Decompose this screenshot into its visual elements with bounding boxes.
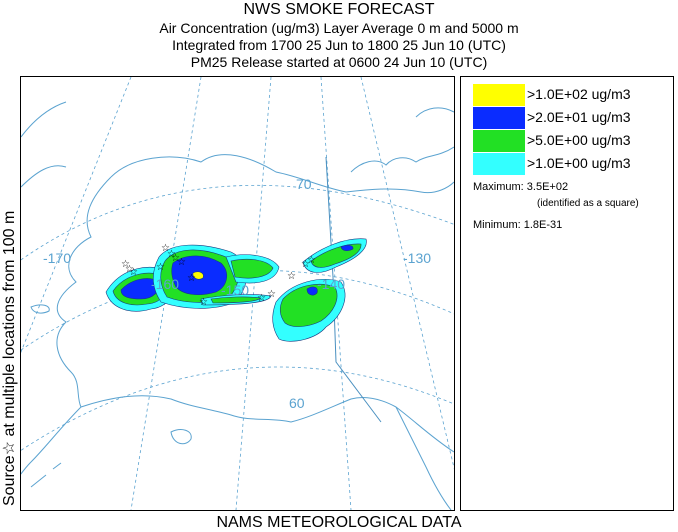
alaska-canada-border bbox=[325, 156, 382, 423]
smoke-forecast-map: ☆ ☆ ☆ ☆ ☆ ☆ ☆ ☆ ☆ ☆ ☆ ☆ ☆ ☆ ☆ -170 -160 … bbox=[20, 76, 455, 511]
source-marker: ☆ bbox=[156, 262, 165, 273]
lon-label-150: -150 bbox=[221, 282, 249, 298]
maximum-note: (identified as a square) bbox=[537, 198, 639, 209]
source-side-label: Source☆ at multiple locations from 100 m bbox=[0, 76, 18, 510]
st-lawrence-island bbox=[30, 304, 50, 314]
source-marker: ☆ bbox=[177, 257, 186, 268]
meteorological-data-footer: NAMS METEOROLOGICAL DATA bbox=[216, 514, 462, 531]
longitude-line-170 bbox=[21, 77, 132, 354]
legend-label: >1.0E+00 ug/m3 bbox=[527, 155, 631, 171]
graticule-labels: -170 -160 -150 -140 -130 70 60 bbox=[43, 176, 431, 411]
plume-central-level4 bbox=[192, 271, 204, 280]
legend-label: >2.0E+01 ug/m3 bbox=[527, 109, 631, 125]
plume-east-level3 bbox=[306, 286, 318, 296]
source-marker: ☆ bbox=[167, 249, 176, 260]
source-marker: ☆ bbox=[257, 293, 266, 304]
integration-period-line: Integrated from 1700 25 Jun to 1800 25 J… bbox=[172, 37, 506, 53]
legend-item: >1.0E+00 ug/m3 bbox=[473, 153, 673, 175]
lon-label-160: -160 bbox=[151, 276, 179, 292]
alaska-peninsula bbox=[21, 406, 82, 475]
plume-central-east-tail-level2 bbox=[230, 258, 274, 279]
canada-arctic-coast bbox=[350, 146, 454, 173]
source-markers: ☆ ☆ ☆ ☆ ☆ ☆ ☆ ☆ ☆ ☆ ☆ ☆ ☆ ☆ ☆ bbox=[121, 243, 316, 308]
source-marker: ☆ bbox=[287, 271, 296, 282]
concentration-layer-line: Air Concentration (ug/m3) Layer Average … bbox=[159, 20, 519, 36]
lon-label-130: -130 bbox=[403, 250, 431, 266]
source-marker: ☆ bbox=[161, 243, 170, 254]
longitude-line-130 bbox=[360, 77, 454, 470]
plume-central bbox=[152, 244, 280, 309]
plume-thin-central bbox=[200, 294, 272, 306]
source-marker: ☆ bbox=[307, 255, 316, 266]
legend-item: >5.0E+00 ug/m3 bbox=[473, 130, 673, 152]
legend-label: >1.0E+02 ug/m3 bbox=[527, 86, 631, 102]
source-marker: ☆ bbox=[129, 267, 138, 278]
legend-swatch bbox=[473, 84, 525, 106]
legend-panel: >1.0E+02 ug/m3 >2.0E+01 ug/m3 >5.0E+00 u… bbox=[460, 76, 674, 511]
chukotka-coast bbox=[21, 101, 67, 188]
release-start-line: PM25 Release started at 0600 24 Jun 10 (… bbox=[190, 54, 488, 70]
legend-item: >2.0E+01 ug/m3 bbox=[473, 107, 673, 129]
panhandle-coast bbox=[395, 406, 452, 510]
legend-label: >5.0E+00 ug/m3 bbox=[527, 132, 631, 148]
alaska-south-coast bbox=[80, 395, 454, 453]
source-marker: ☆ bbox=[125, 264, 134, 275]
source-marker: ☆ bbox=[171, 253, 180, 264]
source-marker: ☆ bbox=[121, 259, 130, 270]
smoke-plumes bbox=[105, 238, 367, 342]
lon-label-170: -170 bbox=[43, 250, 71, 266]
coastlines bbox=[21, 101, 454, 510]
plume-east-north-level3 bbox=[340, 244, 354, 252]
plume-east bbox=[272, 238, 367, 342]
plume-thin-level2 bbox=[210, 296, 262, 304]
source-marker: ☆ bbox=[267, 289, 276, 300]
longitude-line-160 bbox=[130, 77, 202, 510]
legend-item: >1.0E+02 ug/m3 bbox=[473, 84, 673, 106]
minimum-label: Minimum: 1.8E-31 bbox=[473, 219, 563, 231]
source-marker: ☆ bbox=[199, 297, 208, 308]
source-side-text: Source☆ at multiple locations from 100 m bbox=[1, 211, 18, 506]
lat-label-60: 60 bbox=[289, 395, 305, 411]
lon-label-140: -140 bbox=[317, 276, 345, 292]
source-marker: ☆ bbox=[301, 259, 310, 270]
arctic-islands bbox=[415, 107, 454, 118]
kodiak-island bbox=[170, 429, 192, 445]
latitude-line-60 bbox=[21, 366, 454, 451]
chart-title: NWS SMOKE FORECAST bbox=[243, 1, 435, 18]
longitude-line-150 bbox=[235, 77, 272, 510]
source-marker: ☆ bbox=[187, 273, 196, 284]
alaska-west-coast bbox=[56, 176, 112, 408]
maximum-label: Maximum: 3.5E+02 bbox=[473, 181, 569, 193]
plume-east-level2 bbox=[279, 284, 338, 327]
alaska-north-coast bbox=[110, 154, 454, 194]
legend-swatch bbox=[473, 107, 525, 129]
lat-label-70: 70 bbox=[296, 176, 312, 192]
plume-west-level3 bbox=[120, 278, 160, 300]
aleutian-chain bbox=[30, 462, 62, 488]
legend-swatch bbox=[473, 153, 525, 175]
legend-swatch bbox=[473, 130, 525, 152]
